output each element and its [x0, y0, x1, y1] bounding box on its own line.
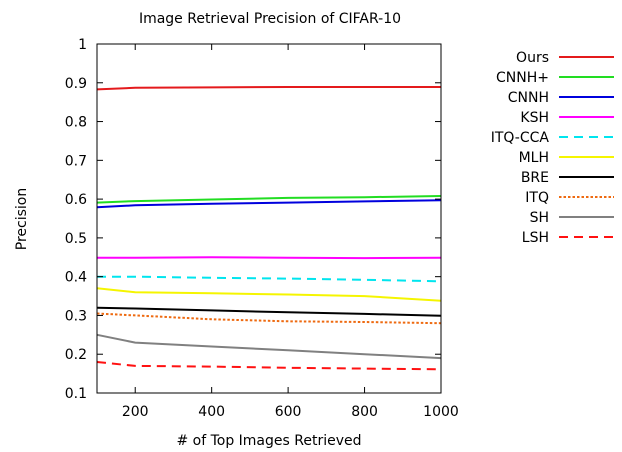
- series-line-itq-cca: [97, 275, 442, 283]
- series-line-cnnh: [96, 195, 442, 204]
- legend-label-ksh: KSH: [520, 110, 549, 126]
- series-line-lsh: [96, 361, 442, 371]
- series-line-mlh: [96, 287, 442, 302]
- x-tick-label: 600: [275, 404, 302, 420]
- series-line-bre: [96, 306, 442, 317]
- legend-label-cnnh: CNNH: [508, 90, 549, 106]
- y-axis-label: Precision: [14, 188, 30, 250]
- legend-label-bre: BRE: [521, 170, 549, 186]
- x-tick-label: 1000: [423, 404, 459, 420]
- y-tick-label: 1: [78, 37, 87, 53]
- series-line-itq: [96, 312, 442, 325]
- series-lines: [96, 86, 442, 371]
- y-tick-label: 0.6: [65, 192, 87, 208]
- legend-label-sh: SH: [530, 210, 549, 226]
- x-tick-label: 400: [198, 404, 225, 420]
- series-line-cnnh: [96, 199, 442, 209]
- legend-label-cnnh: CNNH+: [496, 70, 549, 86]
- y-tick-label: 0.1: [65, 386, 87, 402]
- legend-label-ours: Ours: [516, 50, 549, 66]
- legend-label-itq-cca: ITQ-CCA: [491, 130, 550, 146]
- y-tick-label: 0.8: [65, 115, 87, 131]
- series-line-ours: [96, 86, 441, 91]
- series-line-ksh: [97, 256, 442, 260]
- legend-label-lsh: LSH: [522, 230, 549, 246]
- x-tick-label: 200: [122, 404, 149, 420]
- y-tick-label: 0.4: [65, 270, 87, 286]
- x-tick-label: 800: [351, 404, 378, 420]
- legend-label-itq: ITQ: [525, 190, 549, 206]
- y-tick-label: 0.2: [65, 347, 87, 363]
- y-tick-label: 0.5: [65, 231, 87, 247]
- series-line-sh: [96, 333, 442, 360]
- y-tick-label: 0.3: [65, 308, 87, 324]
- legend-label-mlh: MLH: [519, 150, 549, 166]
- y-tick-label: 0.7: [65, 153, 87, 169]
- chart-title: Image Retrieval Precision of CIFAR-10: [139, 11, 401, 27]
- legend: Ours CNNH+ CNNH KSH ITQ-CCA MLH BRE ITQ SH LSH: [491, 50, 614, 246]
- axes: 0.1 0.2 0.3 0.4 0.5 0.6 0.7 0.8 0.9 1 200 400 600 800…: [65, 37, 459, 420]
- plot-frame: [96, 43, 442, 394]
- x-axis-label: # of Top Images Retrieved: [176, 433, 361, 449]
- y-tick-label: 0.9: [65, 76, 87, 92]
